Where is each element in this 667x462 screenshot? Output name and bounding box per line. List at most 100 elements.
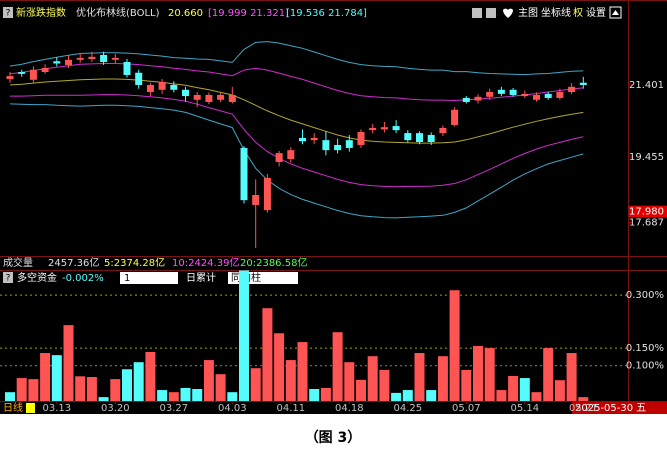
panel-title: 多空资金 <box>17 271 57 284</box>
candle-body <box>544 93 552 98</box>
label: 日累计 <box>186 271 216 284</box>
candle-body <box>521 93 529 97</box>
period-label: 日线 <box>3 401 23 414</box>
toolbar-button[interactable]: 坐标线 <box>541 6 571 19</box>
cursor-date-box <box>572 402 667 414</box>
reading: [19.536 21.784] <box>286 8 367 19</box>
x-tick-label: 03.27 <box>159 403 188 414</box>
bar <box>16 378 27 401</box>
bar <box>309 389 320 401</box>
collapse-icon <box>612 10 619 15</box>
frame <box>0 0 667 402</box>
candle-body <box>263 177 271 211</box>
reading: 20.660 <box>168 8 203 19</box>
bar <box>297 342 308 401</box>
x-tick-label: 04.25 <box>393 403 422 414</box>
toolbar-button[interactable]: 主图 <box>518 7 538 19</box>
candle-body <box>462 97 470 102</box>
dropdown[interactable] <box>120 272 178 284</box>
y-tick-label: 0.300% <box>626 290 664 301</box>
candle-body <box>275 153 283 162</box>
boll-line <box>9 63 584 102</box>
bar <box>332 332 343 401</box>
candle-body <box>29 69 37 80</box>
bar <box>5 392 15 401</box>
zoom-in[interactable] <box>472 8 482 18</box>
bar <box>180 387 191 401</box>
candle-body <box>240 147 248 201</box>
candle-body <box>579 82 587 85</box>
bar <box>262 308 273 401</box>
bar <box>449 290 460 401</box>
x-tick-label: 04.18 <box>335 403 364 414</box>
bar <box>379 369 390 401</box>
reading: -0.002% <box>62 273 104 284</box>
toolbar-button[interactable]: 设置 <box>586 7 606 19</box>
help-icon[interactable] <box>3 272 13 283</box>
price-marker-label: 17.980 <box>629 207 664 218</box>
bar <box>414 353 425 401</box>
candle-body <box>439 127 447 134</box>
bar <box>484 348 495 401</box>
bar <box>28 379 39 401</box>
collapse-button[interactable] <box>609 6 622 19</box>
bar <box>122 369 132 401</box>
candle-body <box>228 94 236 102</box>
bar <box>554 380 565 401</box>
candle-body <box>369 127 377 131</box>
candle-body <box>65 59 72 65</box>
candle-body <box>533 94 540 100</box>
volume-reading: 成交量 <box>3 256 33 269</box>
help-icon[interactable] <box>3 7 13 18</box>
candle-body <box>568 86 576 92</box>
bar <box>110 379 121 401</box>
reading: [19.999 21.321] <box>208 8 289 19</box>
bar <box>63 325 74 401</box>
bar <box>320 387 331 401</box>
caption: （图 3） <box>305 430 362 446</box>
volume-reading: 2457.36亿 <box>48 256 99 269</box>
candle-body <box>41 67 49 72</box>
bar <box>75 376 86 401</box>
bar <box>461 369 472 401</box>
y-tick-label: 21.401 <box>629 80 664 91</box>
candle-body <box>416 133 423 142</box>
x-tick-label: 05.21 <box>569 403 598 414</box>
cursor-date: 2025-05-30 五 <box>575 403 646 414</box>
bar <box>227 392 238 401</box>
x-tick-label: 03.13 <box>42 403 71 414</box>
bar <box>508 375 519 401</box>
candle-body <box>100 54 108 62</box>
y-tick-label: 0.150% <box>626 343 664 354</box>
bar <box>133 362 144 401</box>
bar <box>566 353 577 401</box>
period-icon[interactable] <box>26 403 35 413</box>
bar <box>496 390 507 401</box>
bar <box>250 368 261 401</box>
toolbar-button[interactable]: 权 <box>573 6 583 19</box>
volume-reading: 10:2424.39亿 <box>172 256 239 269</box>
y-tick-label: 19.455 <box>629 152 664 163</box>
bar <box>402 390 413 401</box>
candle-body <box>205 94 213 102</box>
candle-body <box>380 127 388 130</box>
bar <box>356 379 366 401</box>
x-tick-label: 05.14 <box>510 403 539 414</box>
candle-body <box>18 72 26 74</box>
favorite[interactable] <box>503 8 513 18</box>
candle-body <box>111 57 119 60</box>
x-tick-label: 05.07 <box>452 403 481 414</box>
bar <box>215 374 226 401</box>
candle-body <box>193 94 201 100</box>
bar <box>344 362 355 401</box>
candle-body <box>287 150 295 160</box>
bar <box>531 392 542 401</box>
bar <box>274 333 285 401</box>
x-tick-label: 03.20 <box>101 403 130 414</box>
boll-line <box>9 78 584 144</box>
candle-body <box>88 56 96 60</box>
candle-body <box>299 137 306 142</box>
zoom-out[interactable] <box>486 8 496 18</box>
